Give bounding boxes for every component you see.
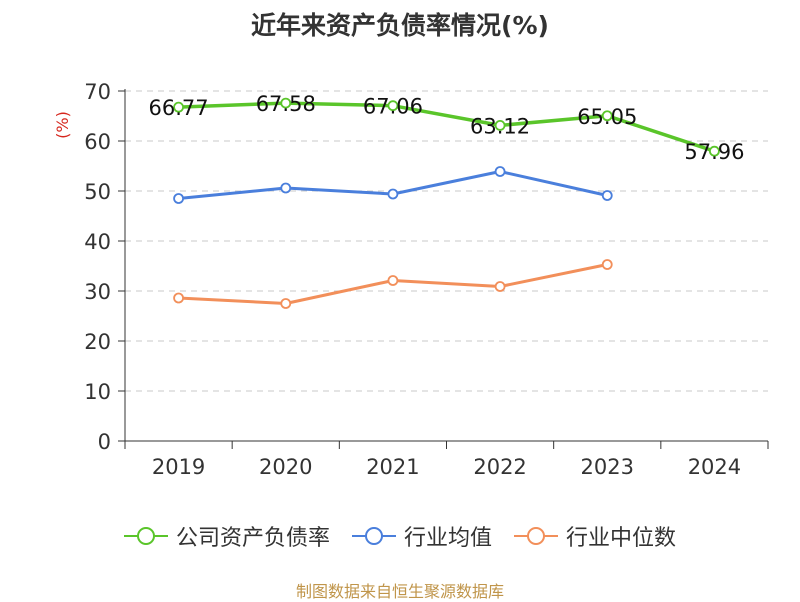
legend-item-industry-median[interactable]: 行业中位数 — [514, 520, 676, 552]
legend-marker-industry-median — [514, 527, 558, 545]
y-tick-label-0: 0 — [98, 430, 111, 454]
x-tick-label-2021: 2021 — [366, 455, 419, 479]
x-tick-label-2019: 2019 — [152, 455, 205, 479]
y-tick-label-50: 50 — [84, 180, 111, 204]
data-source-note: 制图数据来自恒生聚源数据库 — [295, 582, 504, 601]
series-point-2-2019 — [173, 292, 184, 304]
legend-item-company[interactable]: 公司资产负债率 — [123, 520, 330, 552]
x-tick-label-2024: 2024 — [688, 455, 741, 479]
y-tick-label-30: 30 — [84, 280, 111, 304]
data-label-2019: 66.77 — [149, 96, 209, 120]
y-tick-label-40: 40 — [84, 230, 111, 254]
series-point-2-2023 — [601, 259, 613, 270]
x-tick-label-2020: 2020 — [259, 455, 312, 479]
y-tick-label-70: 70 — [84, 80, 111, 104]
series-point-0-2019 — [173, 101, 184, 113]
chart-title: 近年来资产负债率情况(%) — [251, 11, 549, 40]
series-point-1-2023 — [601, 190, 613, 201]
series-point-1-2019 — [173, 193, 184, 204]
series-point-0-2023 — [601, 110, 613, 122]
x-tick-label-2022: 2022 — [473, 455, 526, 479]
series-point-1-2020 — [280, 182, 292, 194]
series-point-0-2022 — [494, 120, 506, 131]
data-label-2020: 67.58 — [256, 92, 316, 116]
series-point-1-2022 — [494, 166, 506, 177]
series-point-1-2021 — [387, 188, 399, 200]
y-axis-label: (%) — [53, 111, 72, 139]
data-label-2024: 57.96 — [684, 140, 744, 164]
legend-marker-industry-mean — [351, 527, 396, 545]
series-point-0-2021 — [387, 100, 399, 112]
legend-label-industry-median: 行业中位数 — [566, 526, 677, 551]
legend: 公司资产负债率 行业均值 行业中位数 — [0, 520, 800, 552]
series-point-2-2021 — [387, 275, 399, 286]
series-line-0 — [178, 101, 715, 153]
legend-marker-company — [123, 527, 168, 545]
legend-item-industry-mean[interactable]: 行业均值 — [351, 520, 492, 552]
data-label-2022: 63.12 — [470, 114, 530, 138]
x-tick-label-2023: 2023 — [581, 455, 634, 479]
series-point-2-2022 — [494, 281, 506, 292]
legend-label-industry-mean: 行业均值 — [403, 526, 492, 551]
series-point-0-2024 — [709, 145, 720, 157]
y-tick-label-20: 20 — [84, 330, 111, 354]
y-tick-label-60: 60 — [84, 130, 111, 154]
series-point-0-2020 — [280, 97, 292, 109]
series-point-2-2020 — [280, 298, 292, 309]
legend-label-company: 公司资产负债率 — [175, 526, 330, 551]
data-label-2023: 65.05 — [577, 105, 637, 129]
data-label-2021: 67.06 — [363, 95, 423, 119]
y-tick-label-10: 10 — [84, 380, 111, 404]
